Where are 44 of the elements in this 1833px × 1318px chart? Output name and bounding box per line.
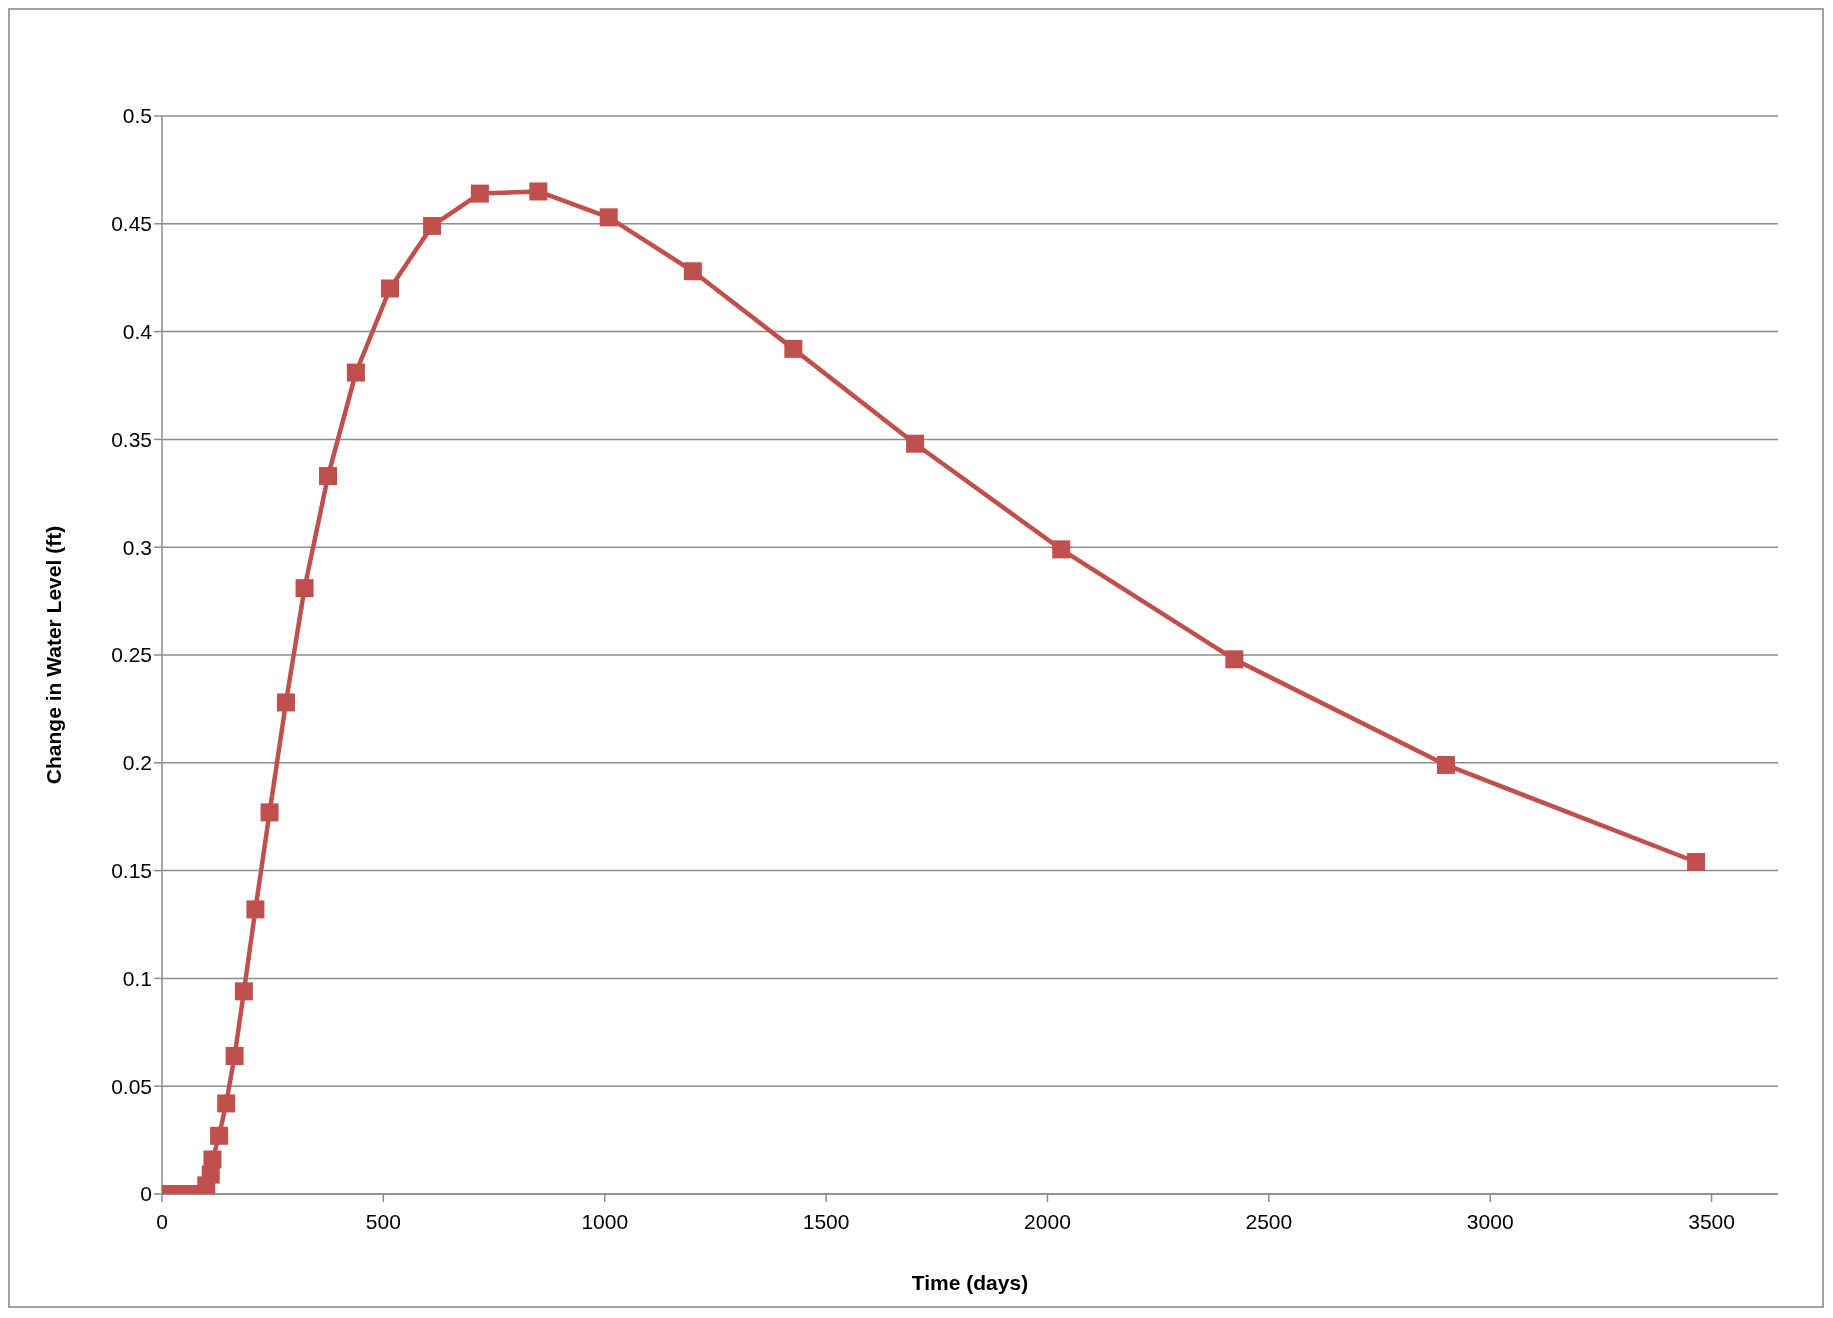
y-tick-label: 0.5	[122, 104, 152, 128]
y-tick-label: 0.3	[122, 535, 152, 559]
y-tick-label: 0.25	[111, 643, 152, 667]
point	[346, 363, 365, 382]
point	[295, 579, 314, 598]
point	[906, 434, 925, 453]
x-tick-label: 3500	[1688, 1209, 1735, 1233]
x-tick-label: 1500	[802, 1209, 850, 1233]
point	[599, 208, 618, 227]
point	[210, 1126, 229, 1145]
point	[470, 184, 489, 203]
x-axis-title: Time (days)	[911, 1271, 1029, 1294]
point	[234, 982, 253, 1001]
point	[1436, 755, 1455, 774]
point	[529, 182, 548, 201]
point	[203, 1150, 222, 1169]
point	[276, 693, 295, 712]
y-tick-label: 0.4	[122, 320, 153, 344]
point	[1225, 650, 1244, 669]
y-tick-label: 0.45	[111, 212, 152, 236]
y-tick-label: 0.15	[111, 859, 152, 883]
point	[683, 262, 702, 281]
y-axis-title: Change in Water Level (ft)	[42, 525, 66, 785]
y-tick-label: 0.2	[122, 751, 152, 775]
point	[246, 900, 265, 919]
point	[784, 339, 803, 358]
y-tick-label: 0.35	[111, 427, 152, 451]
x-tick-label: 2000	[1024, 1209, 1071, 1233]
x-tick-label: 1000	[581, 1209, 629, 1233]
point	[423, 216, 442, 235]
x-tick-label: 2500	[1245, 1209, 1293, 1233]
point	[260, 803, 279, 822]
point	[225, 1047, 244, 1066]
point	[319, 467, 338, 486]
x-tick-label: 500	[365, 1209, 401, 1233]
point	[1687, 852, 1706, 871]
x-tick-label: 0	[156, 1209, 168, 1233]
x-tick-label: 3000	[1466, 1209, 1514, 1233]
point	[381, 279, 400, 298]
y-tick-label: 0	[140, 1182, 152, 1206]
y-tick-label: 0.1	[122, 966, 152, 990]
y-tick-label: 0.05	[111, 1074, 152, 1098]
point	[217, 1094, 236, 1113]
point	[1052, 540, 1071, 559]
